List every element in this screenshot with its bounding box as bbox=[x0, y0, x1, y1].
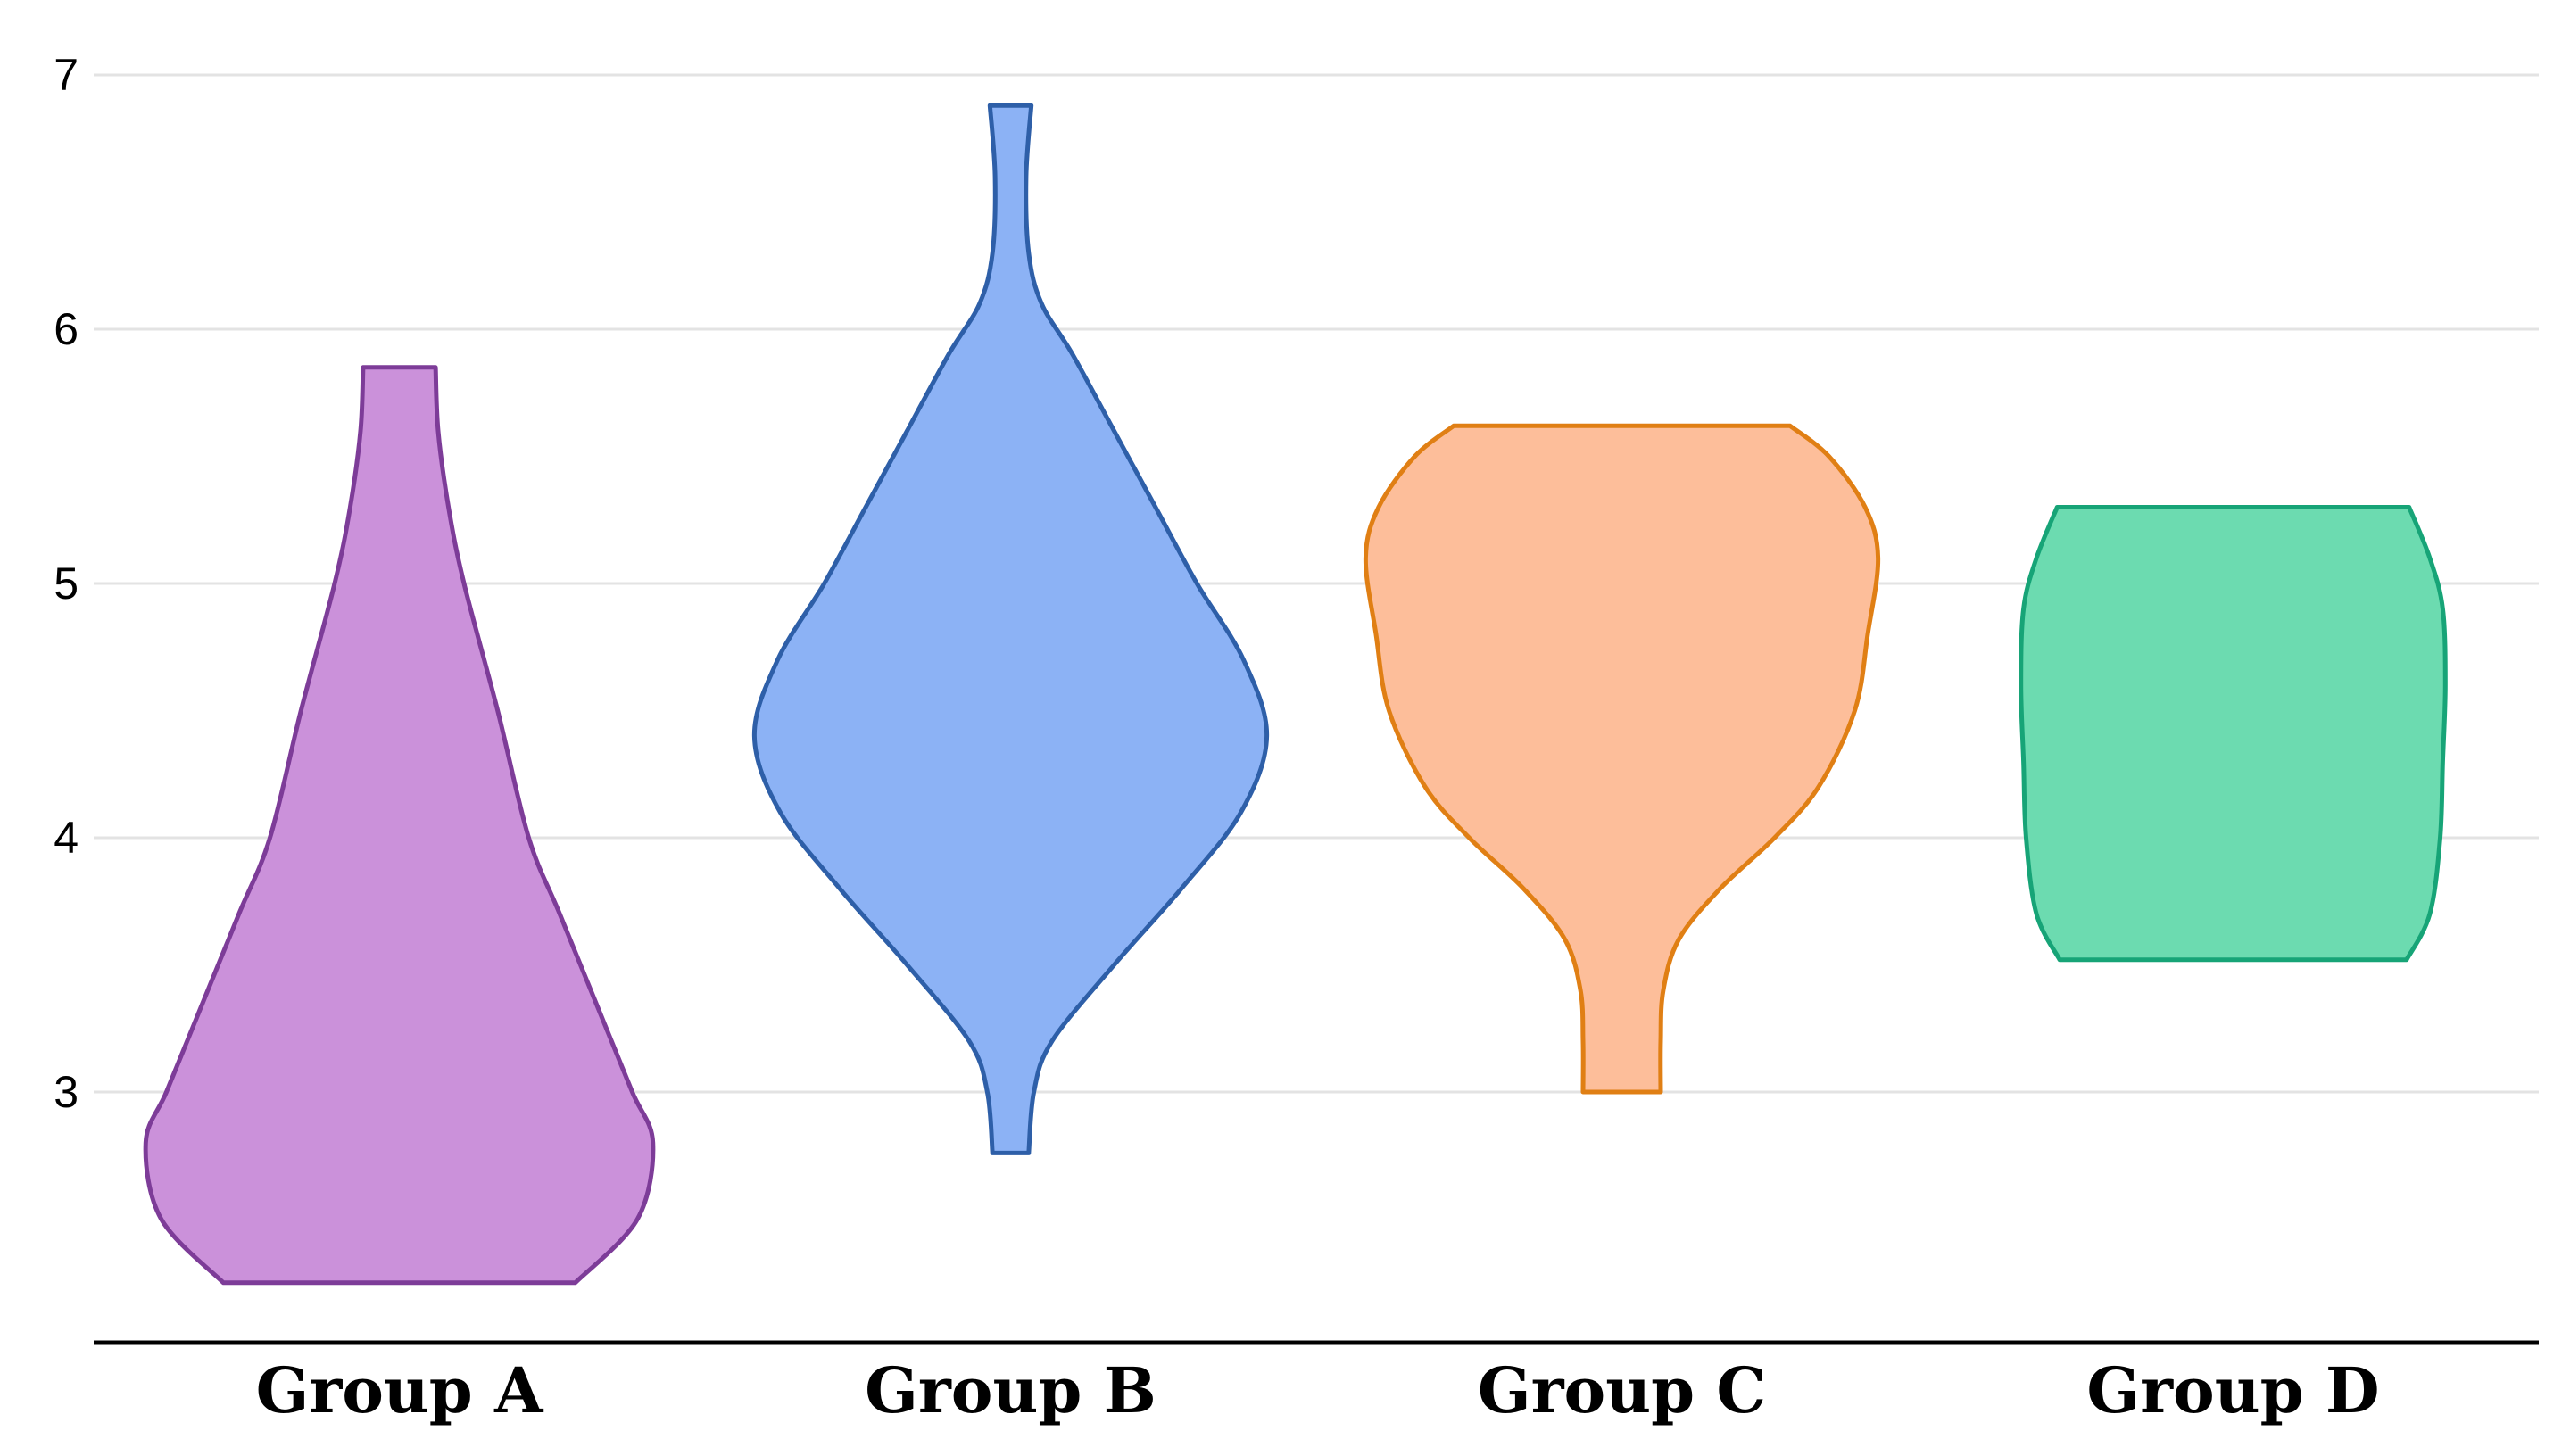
y-tick-label: 6 bbox=[54, 304, 79, 354]
violin-group-a bbox=[143, 365, 656, 1286]
y-tick-label: 7 bbox=[54, 50, 79, 100]
x-tick-label: Group A bbox=[256, 1353, 545, 1427]
violin-group-b bbox=[751, 103, 1270, 1155]
y-tick-labels: 3 4 5 6 7 bbox=[54, 50, 79, 1117]
y-tick-label: 3 bbox=[54, 1067, 79, 1117]
y-tick-label: 5 bbox=[54, 558, 79, 608]
violin-group-d bbox=[2019, 505, 2448, 963]
violin-group-c bbox=[1363, 423, 1881, 1095]
x-tick-labels: Group A Group B Group C Group D bbox=[256, 1353, 2380, 1427]
y-tick-label: 4 bbox=[54, 813, 79, 863]
violins bbox=[143, 103, 2448, 1286]
x-tick-label: Group B bbox=[865, 1353, 1156, 1427]
x-tick-label: Group C bbox=[1478, 1353, 1766, 1427]
x-tick-label: Group D bbox=[2086, 1353, 2379, 1427]
